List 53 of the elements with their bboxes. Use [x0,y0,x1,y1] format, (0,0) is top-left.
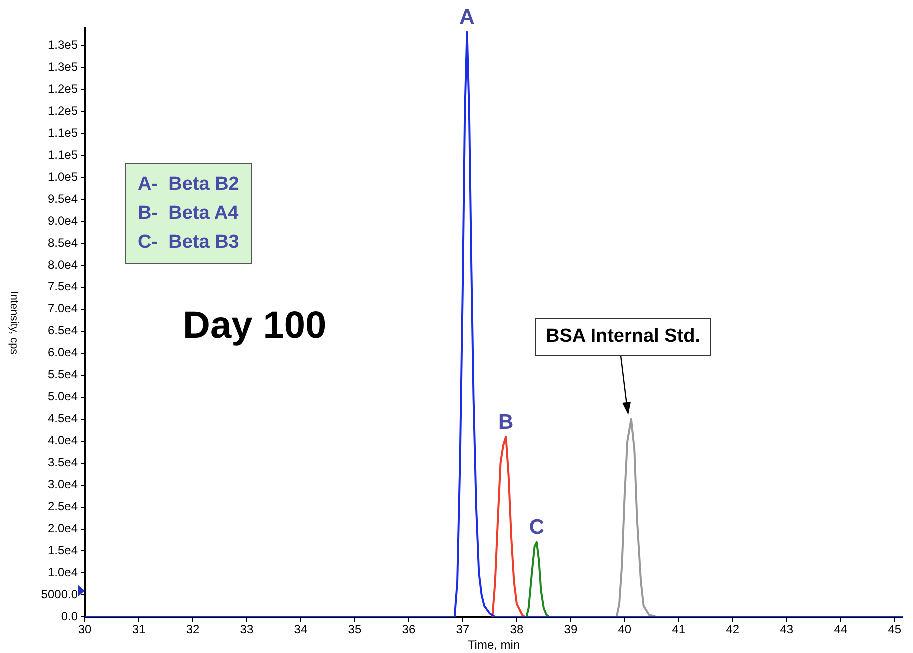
x-tick-label: 37 [456,622,470,637]
annotation: B [498,410,514,435]
y-tick-label: 4.0e4 [48,434,78,448]
y-tick-label: 3.0e4 [48,478,78,492]
y-tick-label: 1.3e5 [48,38,78,52]
x-tick-label: 35 [348,622,362,637]
annotation: A- Beta B2 [138,173,240,197]
y-tick-label: 9.0e4 [48,214,78,228]
y-tick-label: 2.5e4 [48,500,78,514]
y-tick-label: 8.5e4 [48,236,78,250]
x-tick-label: 30 [78,622,92,637]
y-tick-label: 1.1e5 [48,148,78,162]
y-tick-label: 6.0e4 [48,346,78,360]
y-tick-label: 5.0e4 [48,390,78,404]
x-tick-label: 45 [888,622,902,637]
y-tick-label: 2.0e4 [48,522,78,536]
y-tick-label: 9.5e4 [48,192,78,206]
y-tick-label: 6.5e4 [48,324,78,338]
x-tick-label: 34 [294,622,308,637]
y-tick-label: 1.5e4 [48,544,78,558]
y-tick-label: 1.1e5 [48,126,78,140]
y-tick-label: 1.2e5 [48,82,78,96]
x-tick-label: 44 [834,622,848,637]
y-tick-label: 8.0e4 [48,258,78,272]
x-tick-label: 41 [672,622,686,637]
x-tick-label: 36 [402,622,416,637]
y-tick-label: 5.5e4 [48,368,78,382]
y-tick-label: 0.0 [61,610,78,624]
annotation: C [529,516,545,540]
annotation: A [460,6,475,30]
y-axis-title: Intensity, cps [8,290,20,354]
y-tick-label: 1.0e4 [48,566,78,580]
y-tick-label: 7.0e4 [48,302,78,316]
y-tick-label: 3.5e4 [48,456,78,470]
x-tick-label: 38 [510,622,524,637]
y-tick-label: 7.5e4 [48,280,78,294]
x-tick-label: 42 [726,622,740,637]
x-axis-title: Time, min [468,638,520,652]
y-tick-label: 5000.0 [41,588,78,602]
x-tick-label: 43 [780,622,794,637]
y-tick-label: 1.0e5 [48,170,78,184]
annotation: B- Beta A4 [138,202,240,226]
annotation: BSA Internal Std. [535,318,712,356]
x-tick-label: 32 [186,622,200,637]
x-tick-label: 39 [564,622,578,637]
y-tick-label: 4.5e4 [48,412,78,426]
annotation: C- Beta B3 [138,231,240,255]
annotation: Day 100 [183,305,327,348]
x-tick-label: 40 [618,622,632,637]
x-tick-label: 31 [132,622,146,637]
y-tick-label: 1.2e5 [48,104,78,118]
x-tick-label: 33 [240,622,254,637]
y-tick-label: 1.3e5 [48,60,78,74]
